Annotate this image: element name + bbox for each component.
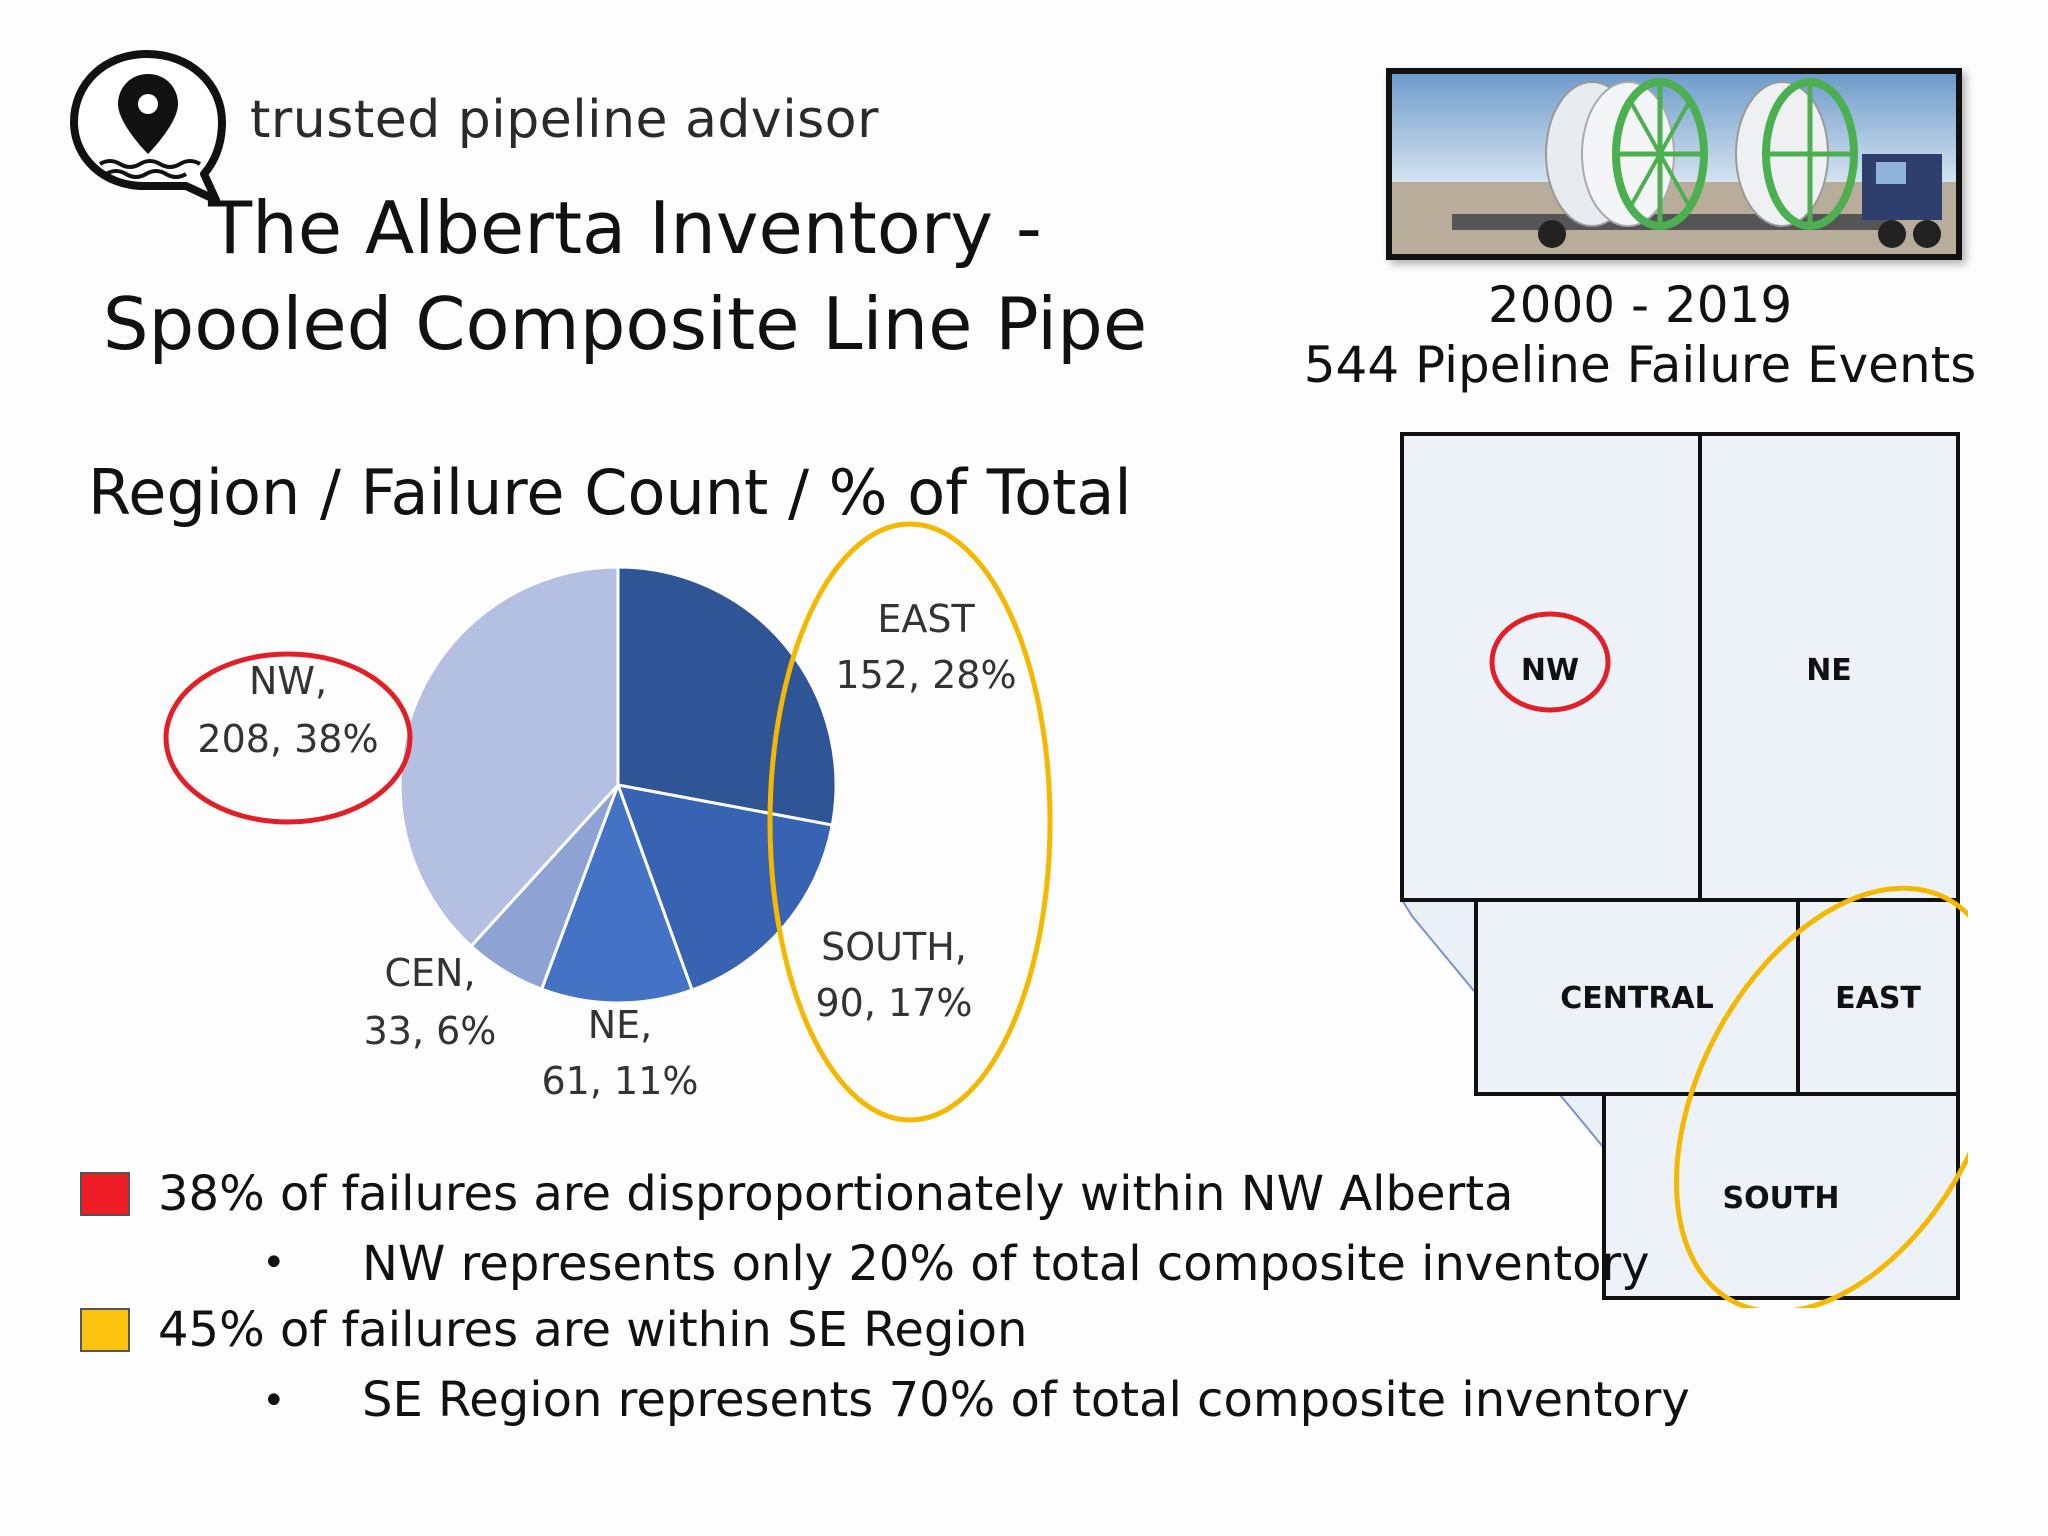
- map-label-east: EAST: [1835, 981, 1921, 1016]
- pie-label-east-name: EAST: [877, 597, 975, 641]
- nw-highlight: [163, 651, 413, 825]
- map-nw-highlight: [1489, 611, 1611, 713]
- map-region-east: [1796, 898, 1960, 1096]
- pie-label-cen-name: CEN,: [384, 951, 475, 995]
- pie-slice-nw: [398, 565, 620, 949]
- sub-bullet-nw-inventory: NW represents only 20% of total composit…: [362, 1236, 1650, 1292]
- pie-label-ne-value: 61, 11%: [542, 1059, 699, 1103]
- chart-title: Region / Failure Count / % of Total: [88, 456, 1132, 529]
- map-region-nw: [1400, 432, 1702, 902]
- pie-chart: EAST 152, 28% SOUTH, 90, 17% NE, 61, 11% CEN, 3…: [163, 521, 1053, 1123]
- sub-bullet-dot: •: [262, 1240, 286, 1286]
- pie-slice-south: [615, 783, 835, 992]
- pie-slice-ne: [539, 780, 694, 1005]
- pie-label-south-value: 90, 17%: [816, 981, 973, 1025]
- pie-label-east-value: 152, 28%: [835, 653, 1016, 697]
- alberta-region-map: NW NE CENTRAL EAST SOUTH: [1400, 432, 1968, 1308]
- pie-label-nw-value: 208, 38%: [197, 717, 378, 761]
- bullet-se-failures: 45% of failures are within SE Region: [158, 1302, 1028, 1358]
- map-label-south: SOUTH: [1722, 1181, 1839, 1216]
- pie-label-ne-name: NE,: [588, 1003, 653, 1047]
- pie-label-south-name: SOUTH,: [821, 925, 967, 969]
- map-label-nw: NW: [1521, 653, 1579, 688]
- map-se-highlight: [1673, 885, 1968, 1308]
- red-legend-box: [80, 1172, 130, 1216]
- pie-slice-east: [616, 565, 838, 827]
- map-region-central: [1474, 898, 1800, 1096]
- map-region-south: [1602, 1092, 1960, 1300]
- brand-name: trusted pipeline advisor: [250, 90, 879, 150]
- pipe-spools-on-trailer-photo: [1386, 68, 1962, 260]
- page-title-line-1: The Alberta Inventory -: [208, 186, 1042, 270]
- map-label-central: CENTRAL: [1560, 981, 1714, 1016]
- map-label-ne: NE: [1806, 653, 1852, 688]
- page-title-line-2: Spooled Composite Line Pipe: [102, 282, 1148, 366]
- map-pin-chat-bubble-icon: [70, 50, 226, 204]
- yellow-legend-box: [80, 1308, 130, 1352]
- event-count-caption: 544 Pipeline Failure Events: [1303, 336, 1977, 394]
- map-region-ne: [1698, 432, 1960, 902]
- sub-bullet-dot: •: [262, 1378, 286, 1424]
- pie-label-nw-name: NW,: [249, 659, 327, 703]
- bullet-nw-failures: 38% of failures are disproportionately w…: [158, 1166, 1514, 1222]
- sub-bullet-se-inventory: SE Region represents 70% of total compos…: [362, 1372, 1690, 1428]
- period-caption: 2000 - 2019: [1487, 276, 1793, 334]
- se-highlight: [767, 521, 1053, 1123]
- pie-label-cen-value: 33, 6%: [364, 1009, 497, 1053]
